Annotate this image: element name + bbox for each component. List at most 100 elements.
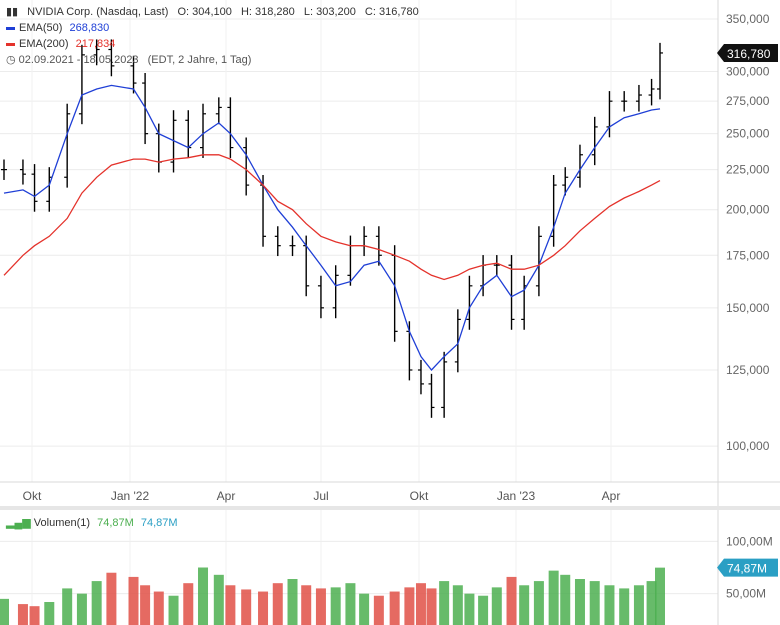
- volume-bar: [426, 588, 437, 625]
- time-tick-label: Okt: [410, 489, 429, 503]
- range-meta: (EDT, 2 Jahre, 1 Tag): [147, 54, 252, 66]
- volume-bar: [359, 593, 370, 625]
- volume-bar: [17, 604, 28, 625]
- ema-lines: [3, 84, 661, 371]
- price-tick-label: 300,000: [726, 65, 770, 79]
- volume-bar: [478, 595, 489, 625]
- ema50-line: [3, 84, 661, 371]
- price-tick-label: 350,000: [726, 12, 770, 26]
- volume-value-1: 74,87M: [97, 517, 134, 529]
- price-tick-label: 200,000: [726, 203, 770, 217]
- open-value: O: 304,100: [177, 6, 232, 18]
- volume-bar: [604, 585, 615, 625]
- legend-range[interactable]: ◷ 02.09.2021 - 18.05.2023 (EDT, 2 Jahre,…: [6, 53, 251, 67]
- volume-bar: [464, 593, 475, 625]
- ema200-line: [3, 154, 661, 281]
- pane-separator: [0, 506, 780, 510]
- volume-bar: [198, 567, 209, 625]
- volume-bar: [491, 587, 502, 625]
- volume-bar: [519, 585, 530, 625]
- ema50-label: EMA(50): [19, 22, 63, 34]
- volume-bar: [439, 581, 450, 625]
- candlestick-icon: ▮▮: [6, 6, 19, 18]
- volume-value-2: 74,87M: [140, 517, 178, 529]
- volume-bar: [633, 585, 644, 625]
- volume-bar: [91, 581, 102, 625]
- price-tick-label: 225,000: [726, 163, 770, 177]
- volume-bar: [128, 576, 139, 625]
- price-tick-label: 250,000: [726, 127, 770, 141]
- volume-bar: [225, 585, 236, 625]
- volume-bar: [213, 574, 224, 625]
- volume-bar: [560, 574, 571, 625]
- legend-ema50[interactable]: EMA(50) 268,830: [6, 21, 109, 35]
- high-value: H: 318,280: [240, 6, 295, 18]
- ema200-value: 217,834: [75, 38, 116, 50]
- volume-bar: [287, 579, 298, 625]
- volume-bar: [373, 595, 384, 625]
- volume-bar: [452, 585, 463, 625]
- volume-bar: [106, 572, 117, 625]
- volume-bar: [345, 583, 356, 625]
- date-range: 02.09.2021 - 18.05.2023: [18, 54, 139, 66]
- ema50-swatch: [6, 26, 15, 30]
- volume-bar: [415, 583, 426, 625]
- volume-bar: [29, 606, 40, 625]
- time-tick-label: Apr: [217, 489, 236, 503]
- time-tick-label: Okt: [23, 489, 42, 503]
- volume-bar: [315, 588, 326, 625]
- legend-ema200[interactable]: EMA(200) 217,834: [6, 37, 115, 51]
- volume-icon: ▂▄▆: [6, 517, 31, 529]
- value-badges: 316,780 74,87M: [717, 43, 778, 577]
- volume-tick-label: 100,00M: [726, 534, 773, 548]
- volume-bar: [646, 581, 657, 625]
- volume-bar: [389, 591, 400, 625]
- price-tick-label: 150,000: [726, 301, 770, 315]
- price-candles: [1, 39, 663, 418]
- price-tick-label: 100,000: [726, 439, 770, 453]
- volume-bar: [62, 588, 73, 625]
- volume-bar: [168, 595, 179, 625]
- volume-bar: [153, 591, 164, 625]
- last-volume-badge: [717, 558, 778, 577]
- chart-title: NVIDIA Corp. (Nasdaq, Last): [27, 6, 169, 18]
- volume-bar: [44, 602, 55, 625]
- time-tick-label: Jan '22: [111, 489, 150, 503]
- volume-bar: [619, 588, 630, 625]
- close-value: C: 316,780: [364, 6, 419, 18]
- last-price-label: 316,780: [727, 47, 771, 61]
- ema50-value: 268,830: [69, 22, 110, 34]
- volume-tick-label: 50,00M: [726, 587, 766, 601]
- volume-bars: [0, 567, 665, 625]
- volume-bar: [655, 567, 665, 625]
- volume-bar: [272, 583, 283, 625]
- time-tick-label: Apr: [602, 489, 621, 503]
- chart-header: ▮▮ NVIDIA Corp. (Nasdaq, Last) O: 304,10…: [6, 5, 425, 19]
- volume-bar: [506, 576, 517, 625]
- volume-bar: [574, 579, 585, 625]
- legend-volume[interactable]: ▂▄▆ Volumen(1) 74,87M 74,87M: [6, 516, 178, 530]
- volume-bar: [140, 585, 151, 625]
- time-tick-label: Jan '23: [497, 489, 536, 503]
- price-grid: [0, 0, 718, 482]
- low-value: L: 303,200: [303, 6, 356, 18]
- volume-bar: [548, 570, 559, 625]
- ema200-swatch: [6, 42, 15, 46]
- last-price-badge: [717, 43, 778, 62]
- volume-bar: [404, 587, 415, 625]
- price-tick-label: 175,000: [726, 248, 770, 262]
- time-tick-label: Jul: [313, 489, 328, 503]
- volume-bar: [258, 591, 269, 625]
- volume-bar: [241, 589, 252, 625]
- clock-icon: ◷: [6, 54, 16, 66]
- volume-bar: [0, 598, 9, 625]
- ema200-label: EMA(200): [19, 38, 69, 50]
- volume-bar: [301, 585, 312, 625]
- volume-bar: [330, 587, 341, 625]
- volume-bar: [76, 593, 87, 625]
- price-tick-label: 275,000: [726, 94, 770, 108]
- last-volume-label: 74,87M: [727, 562, 767, 576]
- volume-bar: [533, 581, 544, 625]
